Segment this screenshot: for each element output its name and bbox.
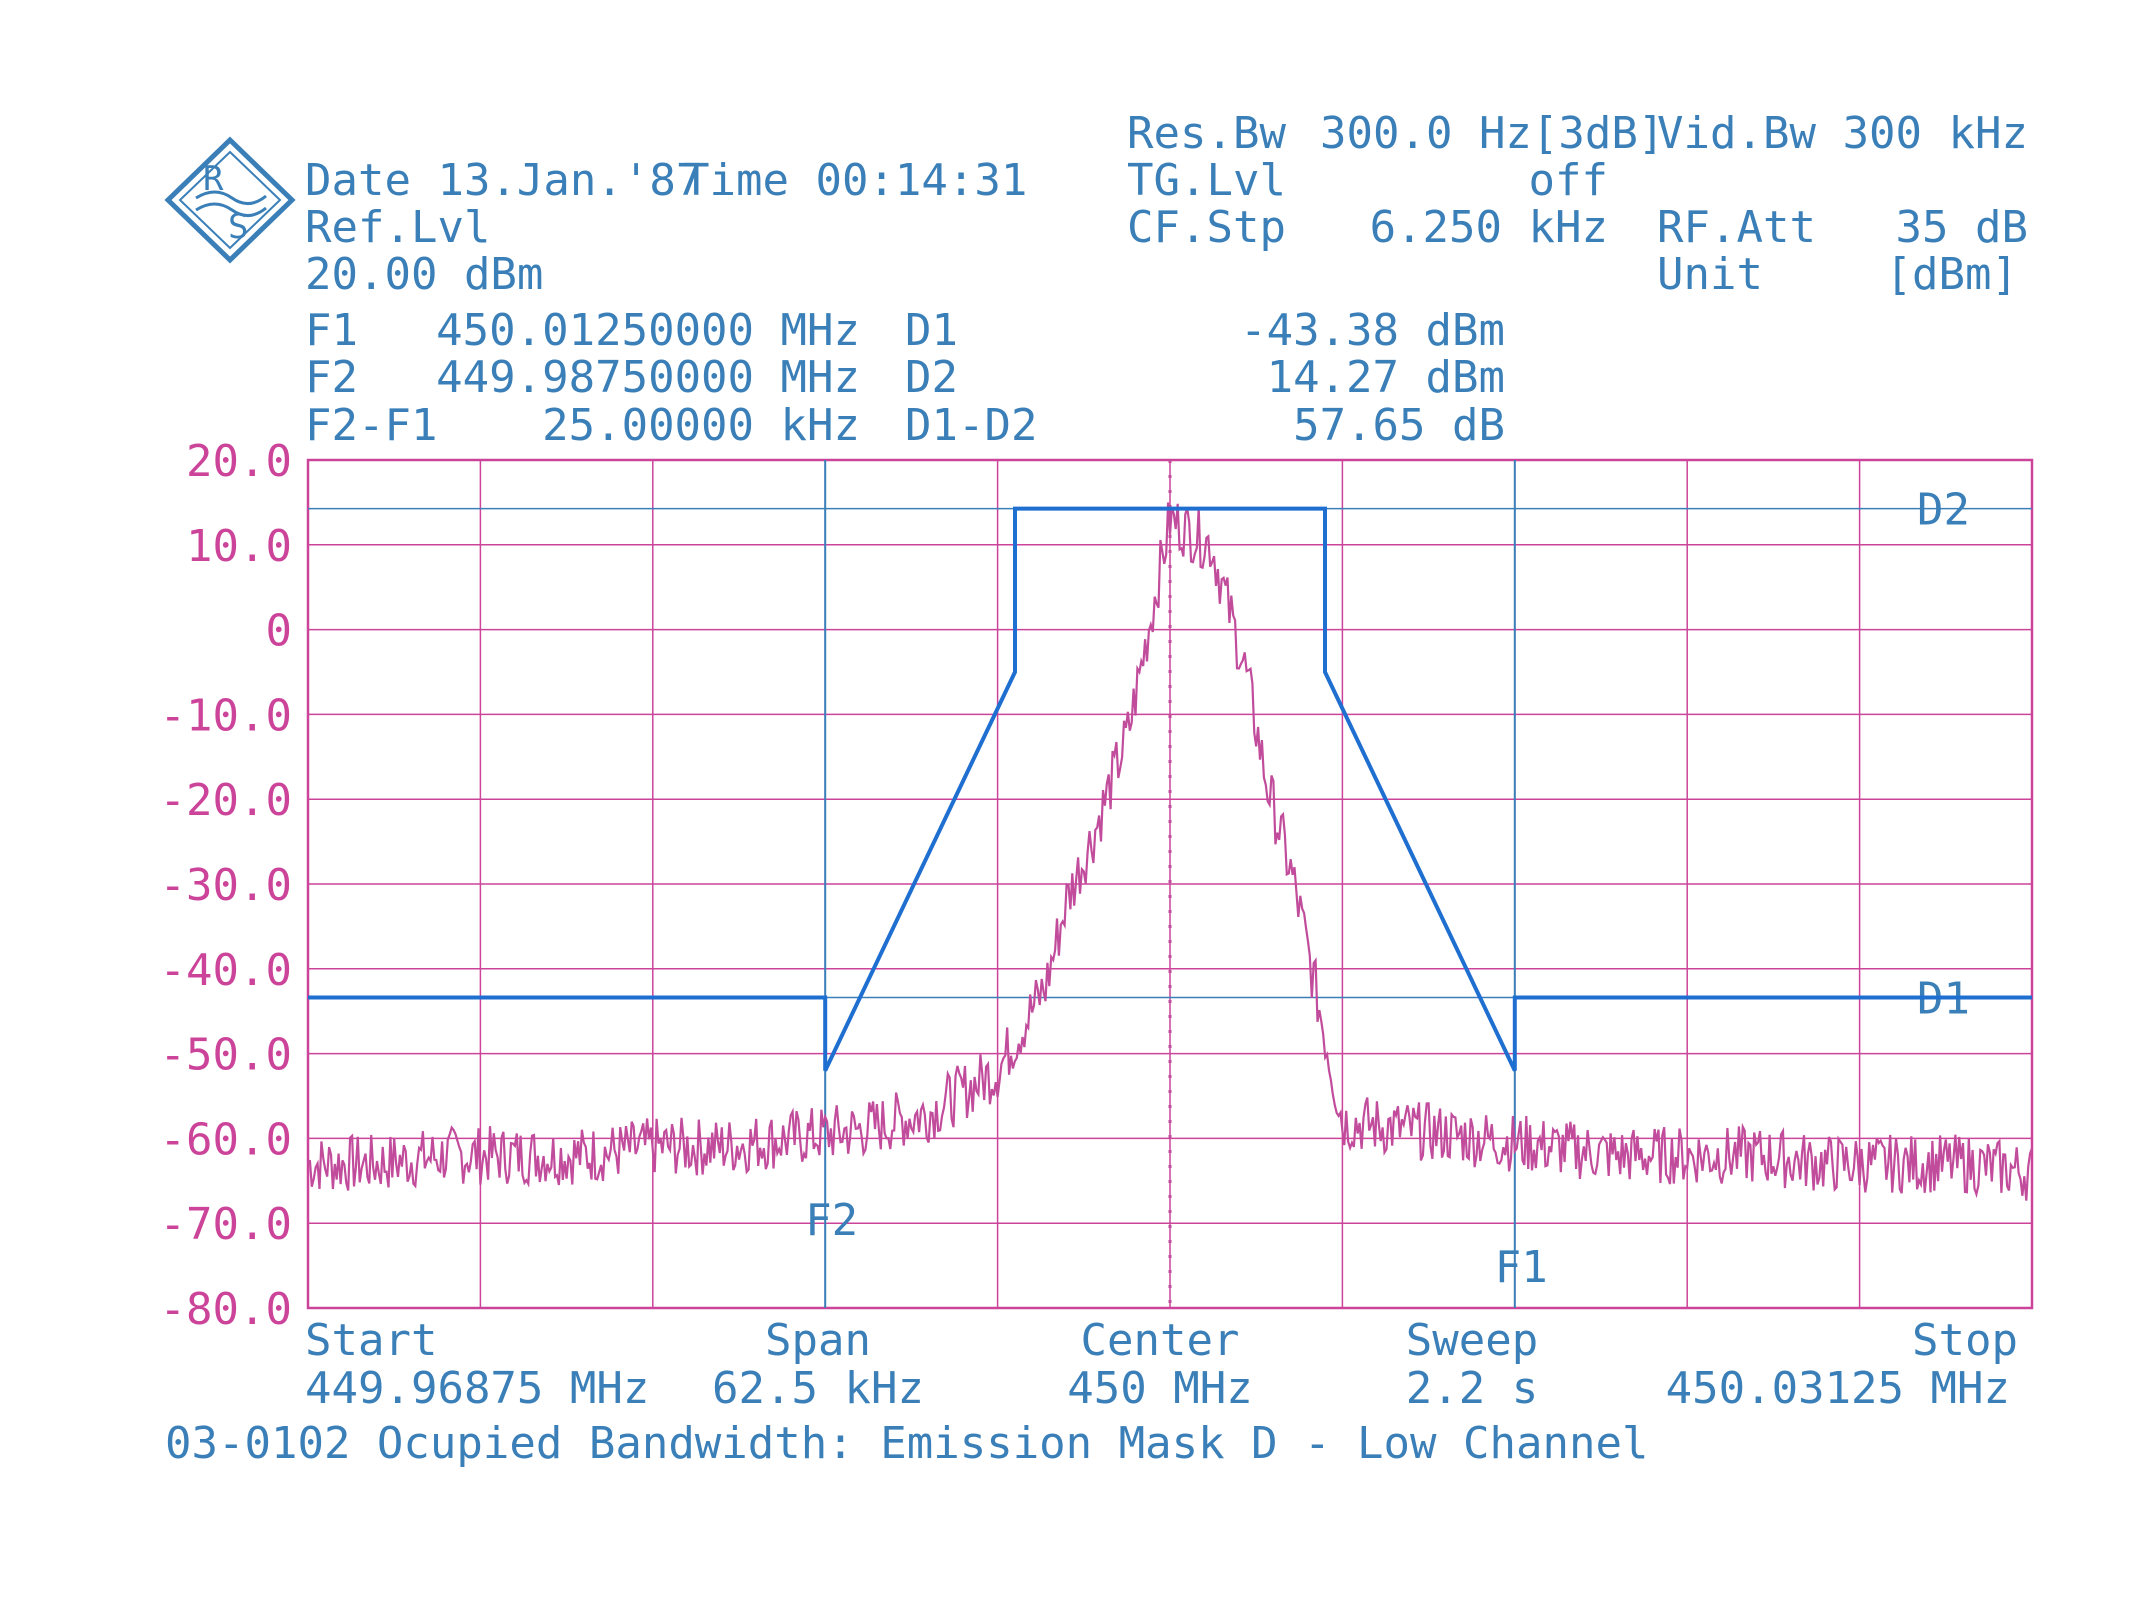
d1-label: D1: [905, 305, 958, 356]
svg-text:S: S: [228, 207, 248, 247]
cf-stp-label: CF.Stp: [1127, 202, 1286, 253]
tg-lvl-value: off: [1529, 155, 1608, 206]
d2-value: 14.27 dBm: [1267, 352, 1505, 403]
ref-lvl-label: Ref.Lvl: [305, 202, 490, 253]
y-axis-ticks: 20.0 10.0 0 -10.0 -20.0 -30.0 -40.0 -50.0 -60.0 -…: [160, 436, 292, 1335]
f1-value: 450.01250000 MHz: [436, 305, 860, 356]
sweep-label: Sweep: [1406, 1315, 1538, 1366]
f2-value: 449.98750000 MHz: [436, 352, 860, 403]
caption: 03-0102 Ocupied Bandwidth: Emission Mask…: [165, 1418, 1648, 1469]
y-tick-label: 10.0: [186, 521, 292, 572]
y-tick-label: -50.0: [160, 1030, 292, 1081]
svg-text:R: R: [203, 159, 224, 199]
y-tick-label: -80.0: [160, 1284, 292, 1335]
stop-label: Stop: [1912, 1315, 2018, 1366]
date-text: Date 13.Jan.'87: [305, 155, 702, 206]
rs-logo-icon: R S: [164, 136, 296, 264]
y-tick-label: -10.0: [160, 690, 292, 741]
res-bw-label: Res.Bw: [1127, 108, 1286, 159]
y-tick-label: -20.0: [160, 775, 292, 826]
spectrum-trace: [306, 502, 2034, 1201]
res-bw-value: 300.0 Hz[3dB]: [1320, 108, 1664, 159]
marker-label-f2: F2: [805, 1195, 858, 1246]
y-tick-label: -60.0: [160, 1114, 292, 1165]
d1d2-label: D1-D2: [905, 400, 1037, 451]
f2f1-label: F2-F1: [305, 400, 437, 451]
f2f1-value: 25.00000 kHz: [542, 400, 860, 451]
y-tick-label: -30.0: [160, 860, 292, 911]
ref-label-d2: D2: [1917, 485, 1970, 536]
rf-att-value: 35 dB: [1896, 202, 2028, 253]
sweep-value: 2.2 s: [1406, 1363, 1538, 1414]
ref-lvl-value: 20.00 dBm: [305, 249, 543, 300]
emission-mask: [308, 506, 2032, 1072]
trace: [306, 502, 2034, 1201]
start-label: Start: [305, 1315, 437, 1366]
center-label: Center: [1081, 1315, 1240, 1366]
cf-stp-value: 6.250 kHz: [1370, 202, 1608, 253]
rf-att-label: RF.Att: [1657, 202, 1816, 253]
y-tick-label: -70.0: [160, 1199, 292, 1250]
unit-value: [dBm]: [1886, 249, 2018, 300]
unit-label: Unit: [1657, 249, 1763, 300]
f1-label: F1: [305, 305, 358, 356]
start-value: 449.96875 MHz: [305, 1363, 649, 1414]
f2-label: F2: [305, 352, 358, 403]
y-tick-label: 0: [266, 606, 293, 657]
span-value: 62.5 kHz: [712, 1363, 924, 1414]
center-value: 450 MHz: [1067, 1363, 1252, 1414]
span-label: Span: [765, 1315, 871, 1366]
y-tick-label: 20.0: [186, 436, 292, 487]
grid: [306, 458, 2034, 1310]
mask-line: [308, 506, 2032, 1072]
y-tick-label: -40.0: [160, 945, 292, 996]
d1d2-value: 57.65 dB: [1293, 400, 1505, 451]
d2-label: D2: [905, 352, 958, 403]
tg-lvl-label: TG.Lvl: [1127, 155, 1286, 206]
stop-value: 450.03125 MHz: [1666, 1363, 2010, 1414]
d1-value: -43.38 dBm: [1240, 305, 1505, 356]
vid-bw-label: Vid.Bw: [1657, 108, 1816, 159]
marker-label-f1: F1: [1495, 1242, 1548, 1293]
vid-bw-value: 300 kHz: [1843, 108, 2028, 159]
time-text: Time 00:14:31: [683, 155, 1027, 206]
